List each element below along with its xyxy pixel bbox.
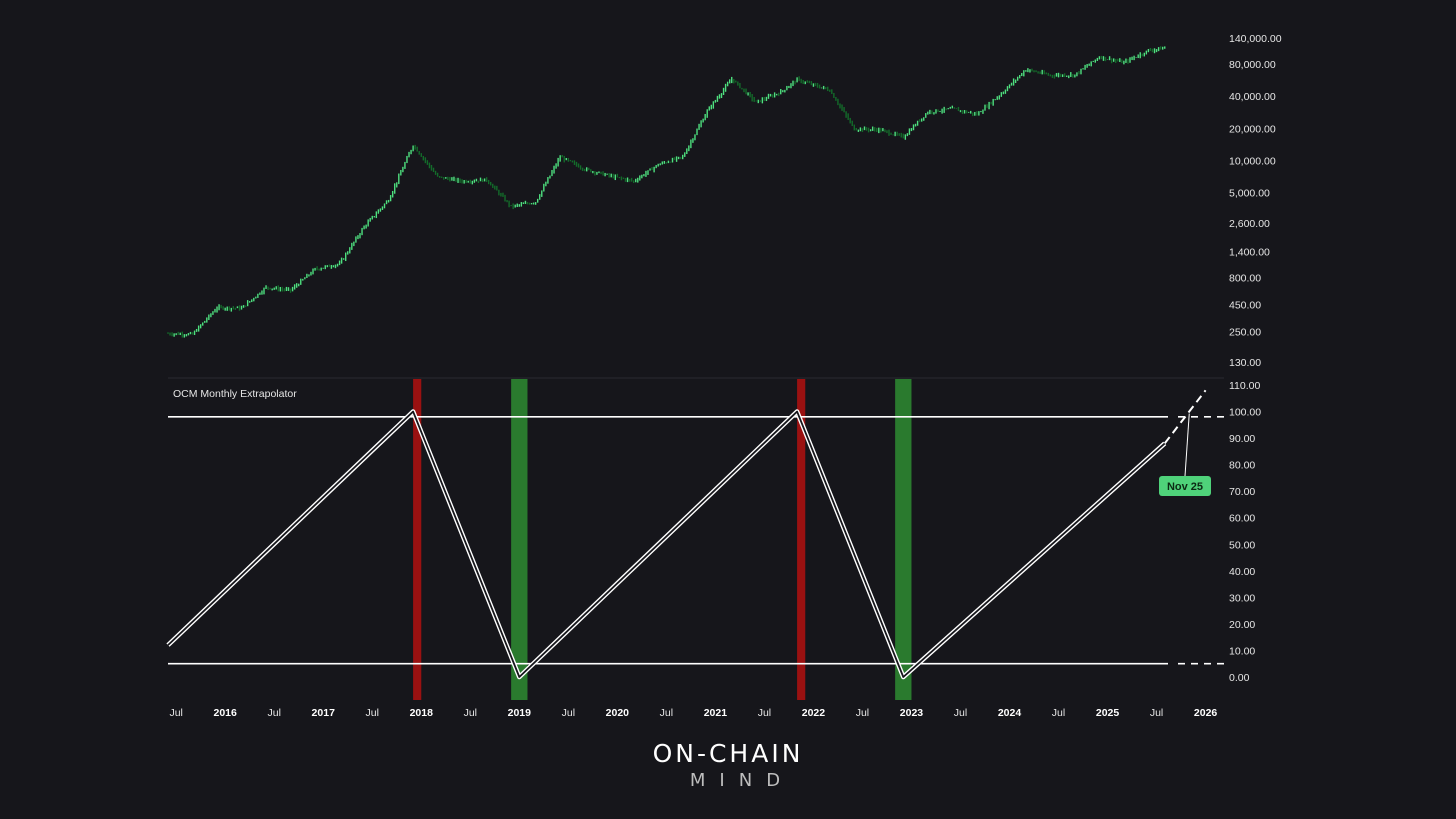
time-tick-label: 2026 — [1194, 707, 1218, 719]
time-tick-label: Jul — [267, 707, 280, 719]
indicator-tick-label: 30.00 — [1229, 592, 1255, 604]
sell-signal-band — [797, 379, 806, 700]
callout-leader — [1184, 413, 1190, 477]
extrapolator-line-outline — [166, 409, 1167, 680]
price-tick-label: 1,400.00 — [1229, 247, 1270, 259]
price-tick-label: 40,000.00 — [1229, 91, 1276, 103]
indicator-tick-label: 0.00 — [1229, 672, 1250, 684]
signal-bands — [413, 379, 912, 700]
price-tick-label: 20,000.00 — [1229, 123, 1276, 135]
callout: Nov 25 — [1159, 413, 1211, 496]
time-tick-label: Jul — [954, 707, 967, 719]
price-tick-label: 10,000.00 — [1229, 155, 1276, 167]
time-tick-label: Jul — [1052, 707, 1065, 719]
indicator-tick-label: 90.00 — [1229, 433, 1255, 445]
indicator-tick-label: 70.00 — [1229, 486, 1255, 498]
time-tick-label: 2024 — [998, 707, 1022, 719]
price-tick-label: 80,000.00 — [1229, 59, 1276, 71]
indicator-title: OCM Monthly Extrapolator — [173, 388, 297, 400]
sell-signal-band — [413, 379, 422, 700]
indicator-tick-label: 110.00 — [1229, 380, 1260, 392]
time-tick-label: Jul — [1150, 707, 1163, 719]
indicator-tick-label: 20.00 — [1229, 619, 1255, 631]
indicator-tick-label: 40.00 — [1229, 566, 1255, 578]
time-tick-label: 2025 — [1096, 707, 1120, 719]
extrapolator-line-core — [167, 410, 1166, 678]
time-tick-label: Jul — [169, 707, 182, 719]
brand-subtitle: MIND — [689, 770, 795, 791]
time-tick-label: Jul — [366, 707, 379, 719]
price-tick-label: 140,000.00 — [1229, 33, 1282, 45]
time-tick-label: Jul — [856, 707, 869, 719]
price-tick-label: 130.00 — [1229, 357, 1261, 369]
time-tick-label: 2021 — [704, 707, 728, 719]
price-tick-label: 450.00 — [1229, 299, 1261, 311]
extrapolator-projection — [1163, 389, 1207, 445]
time-tick-label: Jul — [660, 707, 673, 719]
price-pane — [167, 46, 1166, 338]
brand-wordmark: ON-CHAIN — [652, 739, 804, 768]
indicator-axis: 110.00 100.00 90.00 80.00 70.00 60.00 50.00 40.… — [1229, 380, 1261, 684]
time-tick-label: Jul — [758, 707, 771, 719]
indicator-tick-label: 100.00 — [1229, 407, 1261, 419]
time-tick-label: 2023 — [900, 707, 924, 719]
threshold-lines — [168, 416, 1224, 665]
time-axis: Jul 2016 Jul 2017 Jul 2018 Jul 2019 Jul 2020 Jul 20… — [169, 707, 1217, 719]
buy-signal-band — [895, 379, 912, 700]
indicator-tick-label: 80.00 — [1229, 460, 1255, 472]
time-tick-label: 2019 — [508, 707, 532, 719]
time-tick-label: 2016 — [214, 707, 238, 719]
price-tick-label: 2,600.00 — [1229, 218, 1270, 230]
price-axis: 140,000.00 80,000.00 40,000.00 20,000.00 10,… — [1229, 33, 1282, 369]
price-tick-label: 5,000.00 — [1229, 188, 1270, 200]
buy-signal-band — [511, 379, 528, 700]
time-tick-label: 2020 — [606, 707, 630, 719]
time-tick-label: Jul — [464, 707, 477, 719]
time-tick-label: Jul — [562, 707, 575, 719]
indicator-tick-label: 50.00 — [1229, 539, 1255, 551]
callout-label: Nov 25 — [1167, 481, 1203, 493]
time-tick-label: 2022 — [802, 707, 826, 719]
indicator-tick-label: 60.00 — [1229, 513, 1255, 525]
indicator-tick-label: 10.00 — [1229, 645, 1255, 657]
price-tick-label: 250.00 — [1229, 327, 1261, 339]
time-tick-label: 2018 — [410, 707, 434, 719]
price-tick-label: 800.00 — [1229, 273, 1261, 285]
time-tick-label: 2017 — [312, 707, 336, 719]
extrapolator-line — [166, 389, 1207, 680]
callout-badge — [1159, 476, 1211, 496]
